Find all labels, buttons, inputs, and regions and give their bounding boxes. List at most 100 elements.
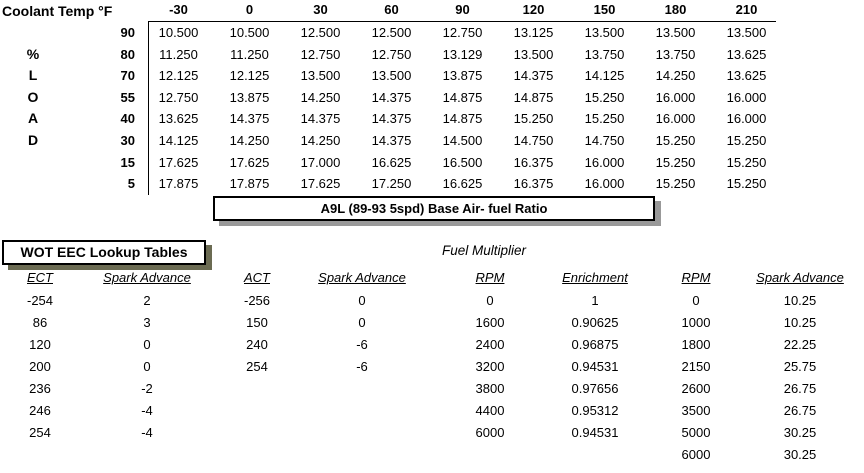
afr-cell: 15.250 (655, 176, 696, 192)
afr-cell: 13.500 (584, 25, 625, 40)
lookup-cell: 25.75 (783, 359, 817, 374)
afr-cell: 16.000 (655, 111, 696, 127)
lookup-row: 1800 22.25 (656, 334, 864, 356)
lookup-row: 4400 0.95312 (450, 400, 660, 422)
afr-cell: 13.750 (655, 46, 696, 62)
lookup-col-header: Spark Advance (297, 270, 427, 290)
lookup-cell: 0.94531 (571, 359, 619, 374)
afr-cell: 14.250 (300, 89, 341, 105)
afr-row: 17.625 17.625 17.000 16.625 16.500 16.375 16.0… (143, 152, 782, 174)
lookup-cell: 246 (29, 403, 51, 418)
afr-cell: 14.375 (300, 111, 341, 127)
afr-cell: 16.375 (513, 154, 554, 170)
wot-title-box: WOT EEC Lookup Tables (2, 240, 206, 265)
lookup-cell: 2600 (681, 381, 711, 396)
lookup-row: 6000 30.25 (656, 444, 864, 466)
afr-cell: 12.750 (300, 46, 341, 62)
lookup-row: 120 0 (0, 334, 214, 356)
afr-cell: 12.125 (229, 68, 270, 84)
afr-cell: 15.250 (655, 132, 696, 148)
afr-cell: 16.000 (726, 111, 767, 127)
lookup-cell: 26.75 (783, 403, 817, 418)
lookup-row: 240 -6 (217, 334, 427, 356)
load-axis-letter: % (26, 45, 40, 62)
afr-cell: 17.875 (158, 176, 199, 192)
lookup-cell: 0 (486, 293, 494, 308)
lookup-cell: 3 (143, 315, 151, 330)
afr-cell: 16.000 (584, 154, 625, 170)
afr-col-header: 90 (455, 2, 470, 17)
afr-cell: 14.750 (513, 132, 554, 148)
afr-cell: 15.250 (584, 89, 625, 105)
afr-row: 12.125 12.125 13.500 13.500 13.875 14.375 14.1… (143, 65, 782, 87)
lookup-row: -256 0 (217, 290, 427, 312)
lookup-col-header: RPM (656, 270, 736, 290)
lookup-cell: 4400 (475, 403, 505, 418)
afr-cell: 15.250 (513, 111, 554, 127)
afr-cell: 17.625 (300, 176, 341, 192)
afr-row-label: 70 (120, 68, 135, 84)
afr-cell: 14.375 (371, 89, 412, 105)
lookup-cell: 120 (29, 337, 51, 352)
afr-col-header: 30 (313, 2, 328, 17)
afr-cell: 12.500 (371, 25, 412, 40)
lookup-row: 0 10.25 (656, 290, 864, 312)
lookup-cell: 0.94531 (571, 425, 619, 440)
afr-cell: 17.000 (300, 154, 341, 170)
lookup-row: 3200 0.94531 (450, 356, 660, 378)
lookup-row: 3500 26.75 (656, 400, 864, 422)
lookup-cell: -4 (141, 425, 153, 440)
fuel-multiplier-label: Fuel Multiplier (442, 243, 527, 258)
lookup-cell: 0.96875 (571, 337, 619, 352)
afr-cell: 16.625 (371, 154, 412, 170)
lookup-table-rpm-spark-advance: RPM Spark Advance 0 10.25 1000 10.25 1800 22.25… (656, 270, 864, 466)
lookup-col-header-text: Spark Advance (318, 270, 406, 285)
lookup-col-header-text: RPM (681, 270, 711, 285)
lookup-row: 1600 0.90625 (450, 312, 660, 334)
lookup-cell: 0 (692, 293, 700, 308)
lookup-cell: 3200 (475, 359, 505, 374)
lookup-cell: 10.25 (783, 315, 817, 330)
lookup-row: 246 -4 (0, 400, 214, 422)
afr-cell: 15.250 (726, 176, 767, 192)
afr-cell: 13.500 (655, 25, 696, 40)
lookup-row: 2600 26.75 (656, 378, 864, 400)
lookup-cell: 26.75 (783, 381, 817, 396)
lookup-cell: 0 (143, 337, 151, 352)
lookup-cell: 1 (591, 293, 599, 308)
afr-col-header: 120 (522, 2, 545, 17)
afr-cell: 13.625 (726, 68, 767, 84)
afr-cell: 13.625 (726, 46, 767, 62)
afr-cell: 14.875 (442, 111, 483, 127)
lookup-table-ect-spark-advance: ECT Spark Advance -254 2 86 3 120 0 200 0 236 -2 246… (0, 270, 214, 444)
lookup-cell: 236 (29, 381, 51, 396)
afr-cell: 10.500 (158, 25, 199, 40)
lookup-col-header: RPM (450, 270, 530, 290)
lookup-col-header-text: Spark Advance (103, 270, 191, 285)
lookup-cell: 150 (246, 315, 268, 330)
lookup-col-header-text: Enrichment (562, 270, 628, 285)
lookup-cell: 254 (29, 425, 51, 440)
lookup-row: 254 -6 (217, 356, 427, 378)
lookup-cell: 2400 (475, 337, 505, 352)
lookup-cell: -6 (356, 359, 368, 374)
afr-cell: 14.875 (513, 89, 554, 105)
afr-cell: 14.500 (442, 132, 483, 148)
afr-cell: 11.250 (159, 46, 198, 62)
afr-row-label: 15 (120, 154, 135, 170)
afr-cell: 13.875 (442, 68, 483, 84)
afr-row: 14.125 14.250 14.250 14.375 14.500 14.750 14.7… (143, 130, 782, 152)
lookup-cell: -6 (356, 337, 368, 352)
lookup-cell: 0.90625 (571, 315, 619, 330)
lookup-cell: 0 (358, 293, 366, 308)
lookup-cell: -4 (141, 403, 153, 418)
load-axis-letters: % L O A D (20, 22, 46, 195)
lookup-cell: 1800 (681, 337, 711, 352)
afr-row-label: 90 (120, 25, 135, 40)
afr-cell: 10.500 (229, 25, 270, 40)
afr-cell: 13.500 (513, 46, 554, 62)
header-rule-line (148, 21, 776, 22)
lookup-cell: 2150 (681, 359, 711, 374)
lookup-cell: 0 (143, 359, 151, 374)
